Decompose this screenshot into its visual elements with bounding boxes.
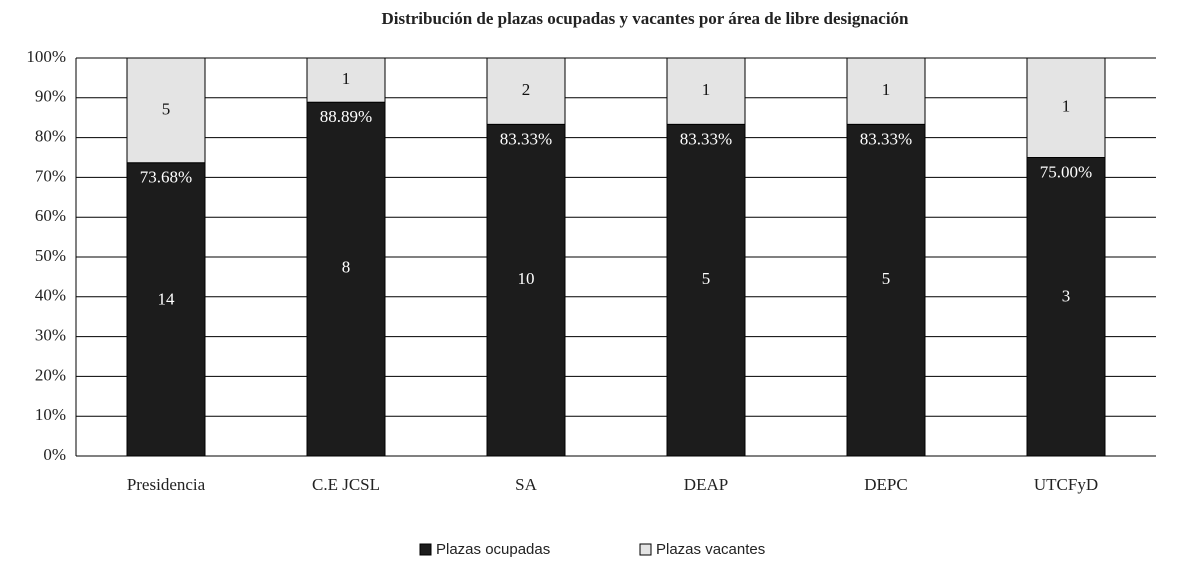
value-label: 73.68% <box>140 168 192 187</box>
count-label: 5 <box>162 99 171 118</box>
y-tick-label: 40% <box>35 286 66 305</box>
y-tick-label: 20% <box>35 365 66 384</box>
y-tick-label: 50% <box>35 246 66 265</box>
bar-segment <box>126 162 206 457</box>
bar-segment <box>846 123 926 457</box>
bar-segment <box>666 123 746 457</box>
count-label: 3 <box>1062 287 1071 306</box>
count-label: 5 <box>702 269 711 288</box>
count-label: 1 <box>1062 97 1071 116</box>
legend-label: Plazas ocupadas <box>436 541 550 558</box>
count-label: 1 <box>342 69 351 88</box>
y-tick-label: 90% <box>35 87 66 106</box>
legend-label: Plazas vacantes <box>656 541 765 558</box>
bar-segment <box>306 57 386 103</box>
value-label: 83.33% <box>500 129 552 148</box>
count-label: 5 <box>882 269 891 288</box>
bar-segment <box>666 57 746 125</box>
value-label: 88.89% <box>320 107 372 126</box>
value-label: 75.00% <box>1040 162 1092 181</box>
y-tick-label: 30% <box>35 326 66 345</box>
y-tick-label: 10% <box>35 405 66 424</box>
legend-swatch <box>419 543 432 556</box>
y-tick-label: 70% <box>35 166 66 185</box>
value-label: 83.33% <box>680 129 732 148</box>
bar-segment <box>486 123 566 457</box>
y-tick-label: 100% <box>26 47 66 66</box>
count-label: 14 <box>158 289 176 308</box>
bar-segment <box>486 57 566 125</box>
chart-title: Distribución de plazas ocupadas y vacant… <box>381 9 909 28</box>
bar-segment <box>846 57 926 125</box>
x-tick-label: Presidencia <box>127 475 206 494</box>
legend-swatch <box>639 543 652 556</box>
x-tick-label: SA <box>515 475 537 494</box>
y-tick-label: 80% <box>35 127 66 146</box>
count-label: 1 <box>882 80 891 99</box>
x-tick-label: DEAP <box>684 475 728 494</box>
count-label: 2 <box>522 80 531 99</box>
count-label: 10 <box>518 269 535 288</box>
y-tick-label: 60% <box>35 206 66 225</box>
x-tick-label: C.E JCSL <box>312 475 380 494</box>
count-label: 1 <box>702 80 711 99</box>
bar-segment <box>126 57 206 164</box>
x-tick-label: DEPC <box>864 475 907 494</box>
bar-segment <box>1026 157 1106 457</box>
bar-segment <box>1026 57 1106 158</box>
bar-segment <box>306 101 386 457</box>
value-label: 83.33% <box>860 129 912 148</box>
y-tick-label: 0% <box>43 445 66 464</box>
count-label: 8 <box>342 257 351 276</box>
x-tick-label: UTCFyD <box>1034 475 1098 494</box>
